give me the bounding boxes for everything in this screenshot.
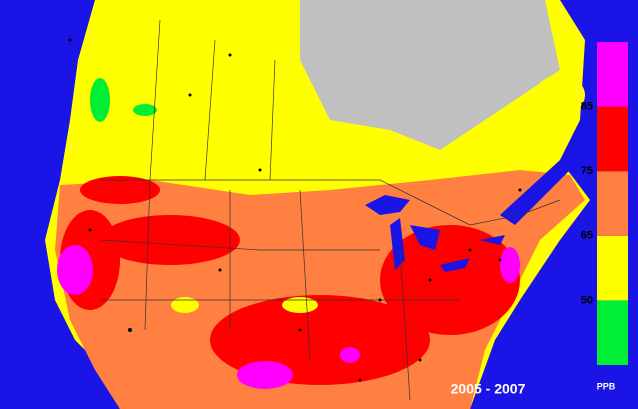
legend-band <box>597 171 628 236</box>
period-label: 2005 - 2007 <box>451 381 526 397</box>
borders <box>99 19 561 401</box>
legend-tick-label: 85 <box>581 101 593 113</box>
legend-band <box>597 42 628 107</box>
legend-tick-label: 50 <box>581 294 593 306</box>
legend-band <box>597 106 628 172</box>
monitor-sites <box>68 38 522 382</box>
land <box>45 0 590 409</box>
unit-label: PPB <box>597 381 616 391</box>
legend-tick-label: 65 <box>581 230 593 242</box>
legend: 50 65 75 85 <box>581 42 628 365</box>
great-lakes <box>365 150 580 272</box>
legend-band <box>597 300 628 365</box>
legend-band <box>597 235 628 301</box>
legend-tick-label: 75 <box>581 165 593 177</box>
